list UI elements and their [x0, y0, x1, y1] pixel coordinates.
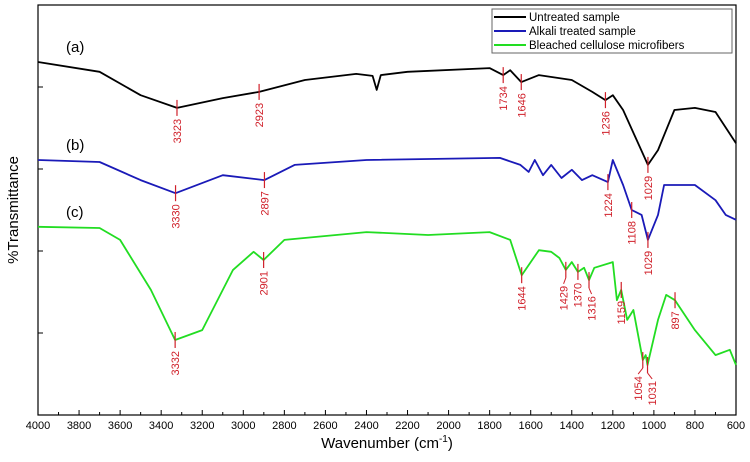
- x-tick-label: 800: [686, 420, 704, 432]
- x-tick-label: 1800: [477, 420, 501, 432]
- legend-label: Alkali treated sample: [529, 26, 636, 38]
- x-tick-label: 1000: [642, 420, 666, 432]
- series-tag: (b): [66, 137, 84, 154]
- x-tick-label: 1400: [560, 420, 584, 432]
- y-axis-label: %Transmittance: [5, 156, 22, 264]
- peak-label: 1108: [627, 221, 639, 245]
- peak-label: 1644: [517, 286, 529, 310]
- x-tick-label: 2200: [395, 420, 419, 432]
- x-tick-label: 1600: [518, 420, 542, 432]
- series-line-2: [37, 225, 737, 366]
- peak-label: 3332: [170, 351, 182, 375]
- x-axis-label: Wavenumber (cm-1): [321, 434, 453, 452]
- series-tag: (c): [66, 204, 84, 221]
- peak-label: 897: [670, 311, 682, 329]
- x-tick-label: 3800: [67, 420, 91, 432]
- series-tag: (a): [66, 39, 84, 56]
- peak-label: 1159: [616, 301, 628, 325]
- peak-label: 3330: [171, 204, 183, 228]
- peak-label: 3323: [172, 119, 184, 143]
- legend-label: Bleached cellulose microfibers: [529, 40, 685, 52]
- x-tick-label: 3600: [108, 420, 132, 432]
- peak-leader-line: [637, 367, 644, 375]
- peak-label: 1029: [643, 251, 655, 275]
- legend-label: Untreated sample: [529, 12, 620, 24]
- x-tick-label: 3000: [231, 420, 255, 432]
- peak-label: 2923: [254, 103, 266, 127]
- x-tick-label: 3200: [190, 420, 214, 432]
- x-tick-label: 2400: [354, 420, 378, 432]
- legend-box: [491, 8, 733, 54]
- x-tick-label: 4000: [26, 420, 50, 432]
- peak-label: 1734: [498, 86, 510, 110]
- x-tick-label: 2800: [272, 420, 296, 432]
- peak-label: 1031: [647, 381, 659, 405]
- peak-label: 1646: [516, 93, 528, 117]
- x-tick-label: 3400: [149, 420, 173, 432]
- peak-label: 1029: [643, 176, 655, 200]
- peak-label: 1224: [603, 193, 615, 217]
- peak-label: 2897: [259, 191, 271, 215]
- peak-label: 2901: [259, 271, 271, 295]
- peak-label: 1370: [573, 283, 585, 307]
- x-tick-label: 2600: [313, 420, 337, 432]
- x-tick-label: 1200: [601, 420, 625, 432]
- peak-leader-line: [647, 372, 653, 380]
- series-line-1: [37, 157, 737, 241]
- x-tick-label: 600: [727, 420, 745, 432]
- peak-label: 1054: [633, 376, 645, 400]
- peak-leader-line: [588, 287, 593, 295]
- peak-label: 1316: [587, 296, 599, 320]
- legend: Untreated sample Alkali treated sample Ble…: [491, 8, 733, 54]
- peak-leader-line: [563, 277, 567, 285]
- peak-label: 1236: [600, 111, 612, 135]
- peak-label: 1429: [559, 286, 571, 310]
- x-tick-label: 2000: [436, 420, 460, 432]
- series-line-0: [37, 61, 737, 166]
